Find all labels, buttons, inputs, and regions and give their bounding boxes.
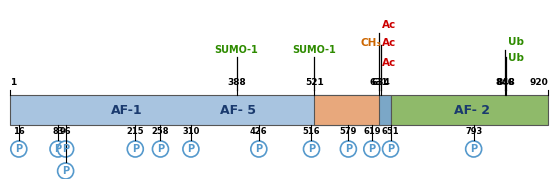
Text: 1: 1 [10,78,16,87]
Text: 258: 258 [152,127,169,136]
Text: Ac: Ac [382,38,396,48]
Text: 388: 388 [227,78,246,87]
Circle shape [466,141,482,157]
Text: P: P [15,144,22,154]
Circle shape [304,141,320,157]
Circle shape [183,141,199,157]
Text: P: P [368,144,376,154]
Circle shape [57,141,74,157]
Circle shape [340,141,357,157]
Text: 631: 631 [369,78,388,87]
Text: P: P [387,144,394,154]
Text: 651: 651 [382,127,400,136]
Text: P: P [132,144,139,154]
Circle shape [57,163,74,179]
Text: P: P [62,144,69,154]
Text: Ub: Ub [508,53,523,63]
Circle shape [50,141,66,157]
Text: P: P [470,144,477,154]
Bar [391,95,548,125]
Circle shape [152,141,169,157]
Text: P: P [62,166,69,176]
Bar [314,95,381,125]
Text: 848: 848 [497,78,515,87]
Text: 16: 16 [13,127,25,136]
Circle shape [383,141,398,157]
Bar [379,95,391,125]
Text: SUMO-1: SUMO-1 [215,45,258,55]
Text: 96: 96 [60,127,71,136]
Text: SUMO-1: SUMO-1 [292,45,336,55]
Text: AF- 5: AF- 5 [220,103,256,117]
Text: CH₃: CH₃ [361,38,382,48]
Text: AF- 2: AF- 2 [454,103,490,117]
Text: 516: 516 [302,127,320,136]
Text: 793: 793 [465,127,482,136]
Text: P: P [255,144,262,154]
Text: 426: 426 [250,127,268,136]
Circle shape [251,141,267,157]
Text: P: P [157,144,164,154]
Text: Ub: Ub [508,37,523,47]
Text: 521: 521 [305,78,324,87]
Text: P: P [308,144,315,154]
Text: P: P [187,144,194,154]
Bar [10,95,379,125]
Circle shape [127,141,143,157]
Text: 215: 215 [127,127,144,136]
Text: P: P [55,144,61,154]
Text: 619: 619 [363,127,381,136]
Text: AF-1: AF-1 [110,103,142,117]
Text: P: P [345,144,352,154]
Text: Ac: Ac [382,58,396,68]
Text: 83: 83 [52,127,64,136]
Text: 579: 579 [340,127,357,136]
Text: 846: 846 [496,78,514,87]
Circle shape [11,141,27,157]
Text: 310: 310 [182,127,200,136]
Circle shape [364,141,380,157]
Text: 920: 920 [529,78,548,87]
Text: Ac: Ac [382,20,396,30]
Text: 634: 634 [371,78,390,87]
